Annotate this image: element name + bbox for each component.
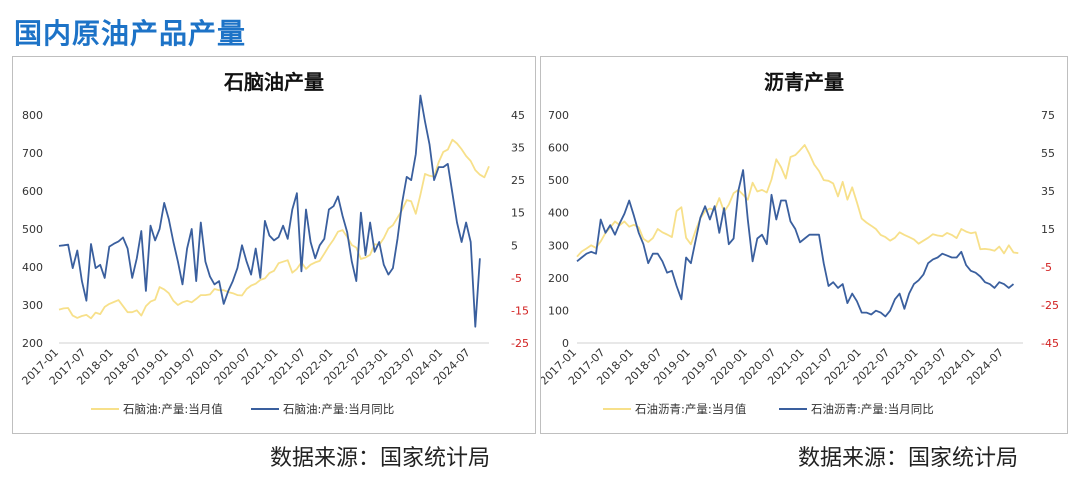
y-left-tick-label: 200 [548, 272, 569, 285]
y-right-tick-label: 55 [1041, 147, 1055, 160]
y-right-tick-label: -5 [511, 272, 522, 285]
y-right-tick-label: 75 [1041, 109, 1055, 122]
y-left-tick-label: 300 [22, 299, 43, 312]
legend-label: 石油沥青:产量:当月值 [635, 402, 747, 416]
y-left-tick-label: 500 [548, 174, 569, 187]
y-right-tick-label: 35 [1041, 185, 1055, 198]
legend-label: 石脑油:产量:当月值 [123, 402, 223, 416]
legend-label: 石脑油:产量:当月同比 [283, 402, 394, 416]
y-left-tick-label: 800 [22, 109, 43, 122]
page-title: 国内原油产品产量 [14, 17, 247, 50]
naphtha-chart: 石脑油产量 800 700 600 500 400 300 200 45 35 25 15 5 -5 -15… [19, 70, 529, 416]
y-left-tick-label: 400 [548, 207, 569, 220]
y-right-tick-label: 5 [511, 239, 518, 252]
y-right-tick-label: 15 [1041, 223, 1055, 236]
source-note-left: 数据来源：国家统计局 [270, 446, 491, 471]
chart-panel-naphtha: 石脑油产量 800 700 600 500 400 300 200 45 35 25 15 5 -5 -15… [12, 56, 536, 434]
y-right-tick-label: 35 [511, 142, 525, 155]
chart-title: 石脑油产量 [223, 70, 324, 94]
series-line-yoy [576, 169, 1015, 318]
asphalt-chart: 沥青产量 700 600 500 400 300 200 100 0 75 55 35 15 -5 -25 -… [541, 70, 1059, 416]
y-left-tick-label: 600 [22, 185, 43, 198]
y-left-tick-label: 100 [548, 304, 569, 317]
y-left-tick-label: 500 [22, 223, 43, 236]
source-note-right: 数据来源：国家统计局 [798, 446, 1019, 471]
y-right-tick-label: -45 [1041, 337, 1059, 350]
legend-label: 石油沥青:产量:当月同比 [811, 402, 934, 416]
series-line-value [58, 138, 490, 320]
y-right-tick-label: 25 [511, 174, 525, 187]
series-line-yoy [58, 94, 481, 328]
y-left-tick-label: 300 [548, 239, 569, 252]
y-left-tick-label: 700 [22, 147, 43, 160]
y-right-tick-label: -15 [511, 304, 529, 317]
y-left-tick-label: 200 [22, 337, 43, 350]
y-left-tick-label: 600 [548, 142, 569, 155]
y-right-tick-label: -25 [511, 337, 529, 350]
y-right-tick-label: -25 [1041, 299, 1059, 312]
y-left-tick-label: 0 [562, 337, 569, 350]
chart-panel-asphalt: 沥青产量 700 600 500 400 300 200 100 0 75 55 35 15 -5 -25 -… [540, 56, 1068, 434]
chart-title: 沥青产量 [764, 70, 844, 94]
y-left-tick-label: 700 [548, 109, 569, 122]
series-line-value [576, 144, 1019, 258]
y-left-tick-label: 400 [22, 261, 43, 274]
y-right-tick-label: 15 [511, 207, 525, 220]
y-right-tick-label: -5 [1041, 261, 1052, 274]
y-right-tick-label: 45 [511, 109, 525, 122]
